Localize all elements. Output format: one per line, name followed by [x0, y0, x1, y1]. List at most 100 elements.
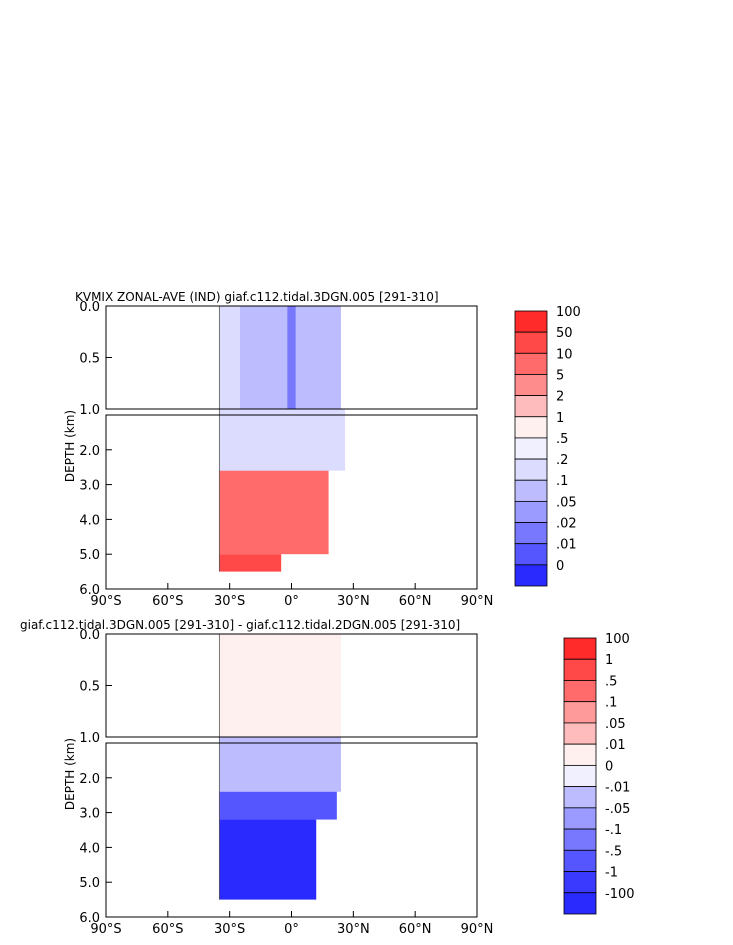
colorbar-swatch — [563, 701, 597, 724]
colorbar-label: .1 — [556, 474, 568, 489]
y-tick-label: 4.0 — [79, 841, 100, 856]
y-tick-label: 3.0 — [79, 479, 100, 494]
colorbar-label: 50 — [556, 326, 573, 341]
colorbar-swatch — [514, 522, 548, 545]
colorbar-swatch — [514, 500, 548, 523]
x-tick-label: 0° — [284, 594, 299, 609]
colorbar-swatch — [514, 395, 548, 418]
y-tick-label: 6.0 — [79, 583, 100, 598]
colorbar-swatch — [563, 658, 597, 681]
colorbar-swatch — [514, 416, 548, 439]
x-tick-label: 90°S — [90, 594, 121, 609]
y-tick-label: 0.0 — [79, 628, 100, 643]
x-tick-label: 30°N — [337, 922, 370, 937]
colorbar-label: 5 — [556, 368, 564, 383]
colorbar-label: -.01 — [605, 781, 630, 796]
chart-2: giaf.c112.tidal.3DGN.005 [291-310] - gia… — [20, 618, 635, 937]
x-tick-label: 0° — [284, 922, 299, 937]
colorbar-swatch — [563, 786, 597, 809]
chart-1-x-axis: 90°S 60°S 30°S 0° 30°N 60°N 90°N — [90, 583, 493, 609]
chart-2-colorbar: 100 1 .5 .1 .05 .01 0 -.01 -.05 -.1 -.5 -1 -100 — [563, 632, 635, 915]
colorbar-label: 1 — [605, 653, 613, 668]
field-region — [219, 554, 282, 572]
field-region — [287, 306, 296, 409]
colorbar-swatch — [563, 743, 597, 766]
field-region — [219, 737, 341, 792]
colorbar-swatch — [514, 437, 548, 460]
chart-2-ylabel: DEPTH (km) — [63, 738, 77, 810]
field-region — [219, 819, 317, 900]
colorbar-label: .2 — [556, 453, 568, 468]
x-tick-label: 90°N — [461, 922, 494, 937]
y-tick-label: 3.0 — [79, 807, 100, 822]
colorbar-swatch — [514, 458, 548, 481]
chart-1-ylabel: DEPTH (km) — [63, 410, 77, 482]
field-region — [219, 791, 337, 820]
colorbar-label: .1 — [605, 696, 617, 711]
x-tick-label: 60°S — [152, 922, 183, 937]
colorbar-swatch — [514, 310, 548, 333]
y-tick-label: 0.5 — [79, 680, 100, 695]
x-tick-label: 90°S — [90, 922, 121, 937]
colorbar-label: .05 — [556, 495, 577, 510]
chart-1-title: KVMIX ZONAL-AVE (IND) giaf.c112.tidal.3D… — [75, 290, 439, 304]
colorbar-label: -100 — [605, 887, 635, 902]
colorbar-label: .01 — [605, 738, 626, 753]
y-tick-label: 2.0 — [79, 444, 100, 459]
colorbar-swatch — [563, 807, 597, 830]
chart-2-y-axis: 0.0 0.5 1.0 2.0 3.0 4.0 5.0 6.0 — [79, 628, 112, 926]
colorbar-swatch — [563, 680, 597, 703]
y-tick-label: 4.0 — [79, 513, 100, 528]
field-region — [219, 470, 329, 555]
y-tick-label: 1.0 — [79, 731, 100, 746]
field-region — [219, 409, 346, 471]
x-tick-label: 30°S — [214, 594, 245, 609]
colorbar-label: 100 — [605, 632, 630, 647]
chart-2-title: giaf.c112.tidal.3DGN.005 [291-310] - gia… — [20, 618, 460, 632]
colorbar-swatch — [563, 871, 597, 894]
x-tick-label: 30°N — [337, 594, 370, 609]
y-tick-label: 0.0 — [79, 300, 100, 315]
colorbar-swatch — [514, 331, 548, 354]
colorbar-label: 100 — [556, 305, 581, 320]
colorbar-swatch — [514, 543, 548, 566]
x-tick-label: 30°S — [214, 922, 245, 937]
colorbar-label: 0 — [605, 759, 613, 774]
colorbar-label: 0 — [556, 559, 564, 574]
colorbar-swatch — [514, 374, 548, 397]
y-tick-label: 1.0 — [79, 403, 100, 418]
colorbar-swatch — [563, 828, 597, 851]
colorbar-label: 10 — [556, 347, 573, 362]
colorbar-swatch — [514, 564, 548, 587]
y-tick-label: 5.0 — [79, 876, 100, 891]
x-tick-label: 60°N — [399, 922, 432, 937]
chart-1: KVMIX ZONAL-AVE (IND) giaf.c112.tidal.3D… — [63, 290, 581, 609]
chart-2-x-axis: 90°S 60°S 30°S 0° 30°N 60°N 90°N — [90, 911, 493, 937]
colorbar-swatch — [563, 764, 597, 788]
y-tick-label: 2.0 — [79, 772, 100, 787]
colorbar-label: -.1 — [605, 823, 622, 838]
colorbar-label: .01 — [556, 538, 577, 553]
colorbar-swatch — [563, 849, 597, 872]
chart-1-y-axis: 0.0 0.5 1.0 2.0 3.0 4.0 5.0 6.0 — [79, 300, 112, 598]
colorbar-label: .02 — [556, 517, 577, 532]
colorbar-swatch — [563, 722, 597, 745]
colorbar-label: -.5 — [605, 844, 622, 859]
colorbar-label: .5 — [605, 674, 617, 689]
x-tick-label: 60°S — [152, 594, 183, 609]
colorbar-swatch — [563, 637, 597, 660]
chart-2-fields — [218, 634, 341, 900]
colorbar-swatch — [563, 892, 597, 915]
y-tick-label: 0.5 — [79, 352, 100, 367]
colorbar-label: 2 — [556, 390, 564, 405]
y-tick-label: 5.0 — [79, 548, 100, 563]
colorbar-label: 1 — [556, 411, 564, 426]
colorbar-label: -1 — [605, 866, 618, 881]
y-tick-label: 6.0 — [79, 911, 100, 926]
x-tick-label: 60°N — [399, 594, 432, 609]
field-region — [219, 306, 240, 409]
x-tick-label: 90°N — [461, 594, 494, 609]
colorbar-swatch — [514, 479, 548, 502]
field-region — [219, 634, 341, 737]
